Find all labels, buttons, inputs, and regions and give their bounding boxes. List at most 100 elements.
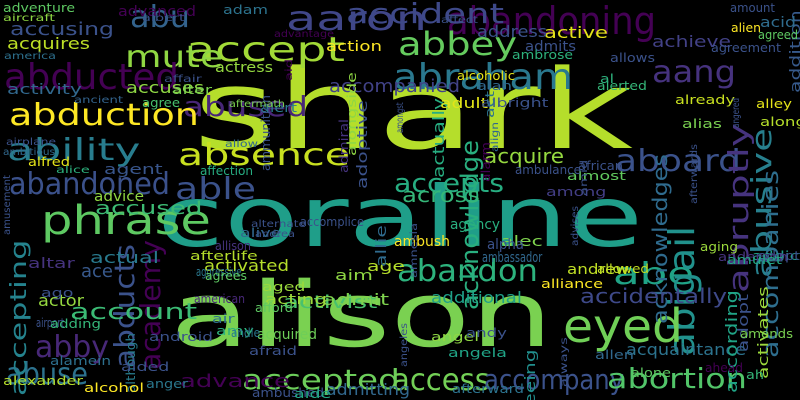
word-26: eyed [563, 299, 684, 353]
word-55: acid [760, 15, 797, 31]
word-142: affair [164, 74, 202, 85]
word-7: accident [346, 0, 505, 30]
word-92: almost [567, 169, 626, 183]
word-97: age [367, 259, 405, 275]
word-176: andrea [255, 229, 296, 240]
word-101: allie [374, 224, 390, 267]
word-181: advises [570, 205, 581, 246]
word-47: account [70, 300, 198, 325]
word-156: amount [730, 1, 776, 15]
word-69: aircraft [3, 13, 55, 24]
word-106: altar [28, 256, 75, 272]
word-53: achieve [652, 32, 731, 51]
word-76: additional [431, 288, 522, 307]
word-108: airport [36, 316, 65, 330]
word-32: abortion [607, 362, 747, 395]
word-4: abused [183, 90, 308, 123]
word-12: mute [125, 40, 224, 75]
word-150: along [760, 115, 800, 129]
word-172: act [483, 90, 497, 119]
word-173: adoptive [355, 99, 371, 189]
word-42: accusing [10, 19, 115, 40]
word-146: alcoholic [457, 69, 516, 83]
word-78: acting [265, 292, 328, 308]
word-54: accompanied [329, 76, 461, 97]
word-182: amid [579, 160, 590, 197]
word-123: anderson [718, 250, 789, 264]
word-87: adopted [758, 249, 800, 263]
word-147: alan [477, 79, 512, 93]
word-136: ambushed [252, 386, 325, 400]
word-20: aboard [615, 144, 742, 179]
word-85: allowed [597, 262, 650, 276]
word-117: angela [448, 346, 507, 360]
word-31: accompany [484, 363, 624, 396]
word-127: amy [216, 324, 254, 338]
word-46: accidentally [580, 284, 728, 308]
word-124: aging [700, 240, 738, 254]
word-99: alpha [487, 237, 524, 253]
word-186: always [559, 336, 570, 387]
word-132: alamein [50, 354, 111, 368]
word-143: alert [260, 101, 298, 115]
word-178: align [490, 121, 501, 152]
word-72: actor [38, 291, 84, 310]
word-138: afterward [452, 382, 524, 396]
word-139: ancient [74, 95, 124, 106]
word-109: adding [50, 317, 101, 331]
word-48: acquaintance [626, 340, 747, 359]
word-149: alley [756, 97, 792, 111]
word-112: aged [262, 280, 306, 294]
word-3: alison [170, 263, 554, 368]
word-154: allows [610, 51, 655, 65]
word-21: aang [652, 55, 737, 90]
word-135: anger [146, 377, 188, 391]
word-73: actual [90, 248, 160, 267]
word-167: amusement [2, 175, 13, 235]
word-15: ability [7, 133, 141, 168]
word-165: ambitious [3, 147, 55, 158]
word-140: agree [142, 96, 180, 110]
word-122: amends [740, 327, 793, 341]
word-86: addict [752, 249, 800, 263]
word-187: angeles [399, 323, 410, 367]
word-67: adventure [3, 1, 76, 15]
word-17: abandoned [9, 167, 170, 202]
word-130: android [149, 330, 213, 344]
word-102: allison [215, 239, 252, 253]
word-9: abbey [398, 25, 518, 63]
word-56: acquire [484, 144, 565, 168]
word-159: already [675, 93, 736, 107]
word-13: abducted [4, 57, 179, 98]
word-1: shark [193, 46, 633, 174]
word-184: angered [731, 98, 742, 128]
word-162: affect [441, 15, 479, 26]
word-41: accused [95, 198, 203, 219]
word-166: alice [56, 165, 90, 176]
word-94: agency [450, 217, 501, 233]
word-96: aim [335, 268, 373, 284]
word-179: african [578, 159, 624, 173]
word-27: abby [35, 330, 110, 365]
word-29: accepted [242, 363, 400, 396]
word-155: agreed [758, 28, 799, 42]
word-61: admits [525, 39, 576, 55]
word-98: alec [501, 234, 543, 250]
word-84: andrew [567, 262, 630, 278]
word-57: across [402, 183, 480, 207]
word-91: affection [200, 164, 254, 178]
word-10: abraham [393, 57, 573, 98]
word-175: alternate [251, 219, 307, 230]
word-51: adopt [736, 293, 752, 352]
word-64: actress [215, 60, 273, 76]
word-80: advance [180, 371, 290, 392]
word-2: coraline [157, 168, 644, 266]
word-103: alive [240, 226, 282, 240]
word-79: acquired [257, 327, 318, 343]
word-134: alcohol [84, 381, 145, 395]
word-5: aaron [286, 0, 428, 39]
word-24: abe [613, 257, 695, 292]
word-148: albright [481, 96, 549, 110]
word-120: ahead [705, 361, 743, 375]
word-81: admitting [326, 380, 411, 399]
